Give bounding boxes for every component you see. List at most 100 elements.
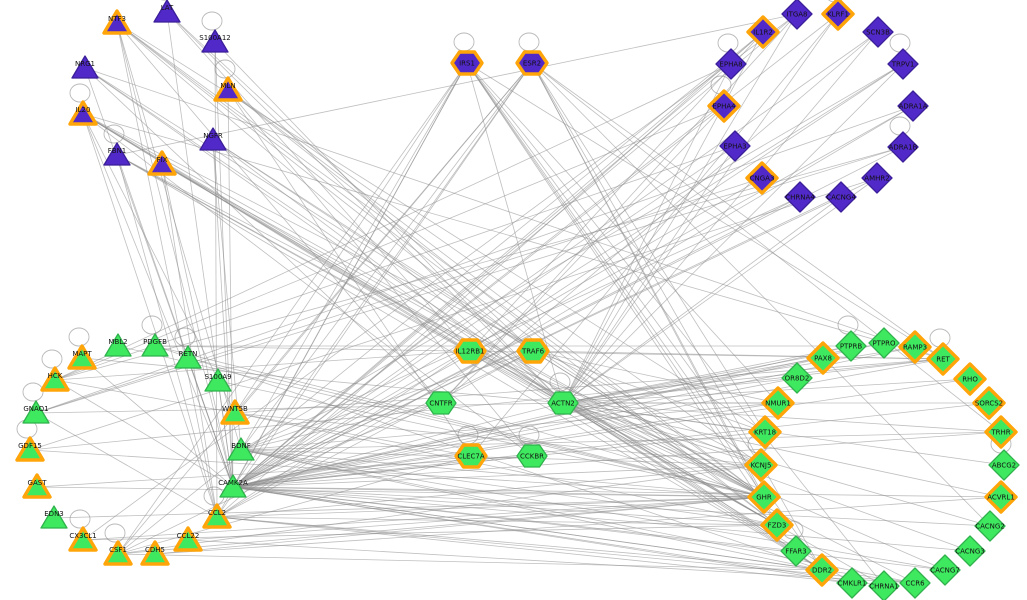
node-shape-CACNG3[interactable] xyxy=(954,535,986,567)
node-CHRNA1[interactable]: CHRNA1 xyxy=(868,570,900,600)
node-shape-ADRA1A[interactable] xyxy=(897,90,929,122)
node-IL12RB1[interactable]: IL12RB1 xyxy=(453,338,487,364)
node-shape-MBL2[interactable] xyxy=(104,333,132,357)
node-CHRNA4[interactable]: CHRNA4 xyxy=(784,181,816,213)
node-shape-EPHA4[interactable] xyxy=(707,89,741,123)
node-shape-KCNJ5[interactable] xyxy=(744,448,778,482)
node-KRT18[interactable]: KRT18 xyxy=(748,415,782,449)
node-RHO[interactable]: RHO xyxy=(953,362,987,396)
node-ADRA1A[interactable]: ADRA1A xyxy=(897,90,929,122)
node-shape-RETN[interactable] xyxy=(174,345,202,369)
node-shape-CCR6[interactable] xyxy=(899,567,931,599)
node-RAMP3[interactable]: RAMP3 xyxy=(898,330,932,364)
node-shape-PTPRB[interactable] xyxy=(835,330,867,362)
node-shape-EPHA3[interactable] xyxy=(719,130,751,162)
node-ACTN2[interactable]: ACTN2 xyxy=(547,391,579,415)
node-S100A12[interactable]: S100A12 xyxy=(199,29,231,53)
node-shape-NRG1[interactable] xyxy=(71,55,99,79)
node-CCKBR[interactable]: CCKBR xyxy=(516,444,548,468)
node-shape-TRAF6[interactable] xyxy=(516,338,550,364)
node-shape-ESR2[interactable] xyxy=(515,50,549,76)
node-CACNG3[interactable]: CACNG3 xyxy=(954,535,986,567)
node-S100A9[interactable]: S100A9 xyxy=(204,368,232,392)
node-shape-CHRNA1[interactable] xyxy=(868,570,900,600)
node-shape-CAMK2A[interactable] xyxy=(219,474,247,498)
node-LAT[interactable]: LAT xyxy=(153,0,181,23)
node-shape-CACNG7[interactable] xyxy=(929,554,961,586)
node-shape-SCN3B[interactable] xyxy=(862,16,894,48)
node-shape-ACTN2[interactable] xyxy=(547,391,579,415)
node-shape-CNTFR[interactable] xyxy=(425,391,457,415)
node-shape-IL20[interactable] xyxy=(68,100,98,126)
node-shape-ABCG2[interactable] xyxy=(988,449,1020,481)
node-shape-IRS1[interactable] xyxy=(450,50,484,76)
node-PAX8[interactable]: PAX8 xyxy=(806,341,840,375)
node-ESR2[interactable]: ESR2 xyxy=(515,50,549,76)
node-shape-OR8D2[interactable] xyxy=(781,362,813,394)
node-shape-MLN[interactable] xyxy=(213,76,243,102)
node-shape-PDGFB[interactable] xyxy=(141,333,169,357)
node-shape-ACVRL1[interactable] xyxy=(984,480,1018,514)
node-shape-RHO[interactable] xyxy=(953,362,987,396)
node-shape-CDH5[interactable] xyxy=(140,540,170,566)
node-shape-HCK[interactable] xyxy=(40,366,70,392)
node-shape-ADRA1B[interactable] xyxy=(887,131,919,163)
node-IL20[interactable]: IL20 xyxy=(68,100,98,126)
node-shape-GDF15[interactable] xyxy=(15,436,45,462)
node-CNTFR[interactable]: CNTFR xyxy=(425,391,457,415)
node-MAPT[interactable]: MAPT xyxy=(67,344,97,370)
node-ADRA1B[interactable]: ADRA1B xyxy=(887,131,919,163)
node-CACNG7[interactable]: CACNG7 xyxy=(929,554,961,586)
node-shape-GNAO1[interactable] xyxy=(22,400,50,424)
node-shape-CACNG2[interactable] xyxy=(974,510,1006,542)
node-TRHR[interactable]: TRHR xyxy=(984,415,1018,449)
node-ITGA8[interactable]: ITGA8 xyxy=(781,0,813,30)
node-shape-NMUR1[interactable] xyxy=(761,386,795,420)
node-shape-S100A9[interactable] xyxy=(204,368,232,392)
node-shape-AMHR2[interactable] xyxy=(861,162,893,194)
node-EDN3[interactable]: EDN3 xyxy=(40,505,68,529)
node-shape-LAT[interactable] xyxy=(153,0,181,23)
node-shape-BDNF[interactable] xyxy=(227,437,255,461)
node-shape-RET[interactable] xyxy=(926,342,960,376)
node-TRAF6[interactable]: TRAF6 xyxy=(516,338,550,364)
node-NTF3[interactable]: NTF3 xyxy=(102,9,132,35)
node-shape-IL1R2[interactable] xyxy=(746,15,780,49)
node-shape-CNGA3[interactable] xyxy=(745,161,779,195)
node-ABCG2[interactable]: ABCG2 xyxy=(988,449,1020,481)
node-NMUR1[interactable]: NMUR1 xyxy=(761,386,795,420)
node-shape-TRHR[interactable] xyxy=(984,415,1018,449)
node-GAST[interactable]: GAST xyxy=(22,473,52,499)
node-RET[interactable]: RET xyxy=(926,342,960,376)
node-shape-CLEC7A[interactable] xyxy=(454,443,488,469)
node-shape-CCL2[interactable] xyxy=(202,503,232,529)
node-shape-MAPT[interactable] xyxy=(67,344,97,370)
node-shape-CX3CL1[interactable] xyxy=(68,526,98,552)
node-shape-FIX[interactable] xyxy=(147,150,177,176)
node-shape-DDR2[interactable] xyxy=(805,553,839,587)
node-KLRF1[interactable]: KLRF1 xyxy=(821,0,855,31)
node-shape-EDN3[interactable] xyxy=(40,505,68,529)
node-SORCS2[interactable]: SORCS2 xyxy=(972,386,1006,420)
node-shape-PTPRO[interactable] xyxy=(868,327,900,359)
node-DDR2[interactable]: DDR2 xyxy=(805,553,839,587)
node-shape-CSF1[interactable] xyxy=(103,540,133,566)
node-shape-CCL22[interactable] xyxy=(173,526,203,552)
node-shape-EPHA8[interactable] xyxy=(715,48,747,80)
node-shape-GHR[interactable] xyxy=(747,480,781,514)
node-NRG1[interactable]: NRG1 xyxy=(71,55,99,79)
node-AMHR2[interactable]: AMHR2 xyxy=(861,162,893,194)
node-FBN1[interactable]: FBN1 xyxy=(103,142,131,166)
node-GNAO1[interactable]: GNAO1 xyxy=(22,400,50,424)
node-shape-KLRF1[interactable] xyxy=(821,0,855,31)
node-IL1R2[interactable]: IL1R2 xyxy=(746,15,780,49)
node-shape-KRT18[interactable] xyxy=(748,415,782,449)
node-shape-FBN1[interactable] xyxy=(103,142,131,166)
node-shape-TRPV1[interactable] xyxy=(887,48,919,80)
node-shape-FZD3[interactable] xyxy=(760,508,794,542)
node-shape-RAMP3[interactable] xyxy=(898,330,932,364)
node-NGFR[interactable]: NGFR xyxy=(199,127,227,151)
node-CCR6[interactable]: CCR6 xyxy=(899,567,931,599)
node-shape-NGFR[interactable] xyxy=(199,127,227,151)
node-shape-ITGA8[interactable] xyxy=(781,0,813,30)
